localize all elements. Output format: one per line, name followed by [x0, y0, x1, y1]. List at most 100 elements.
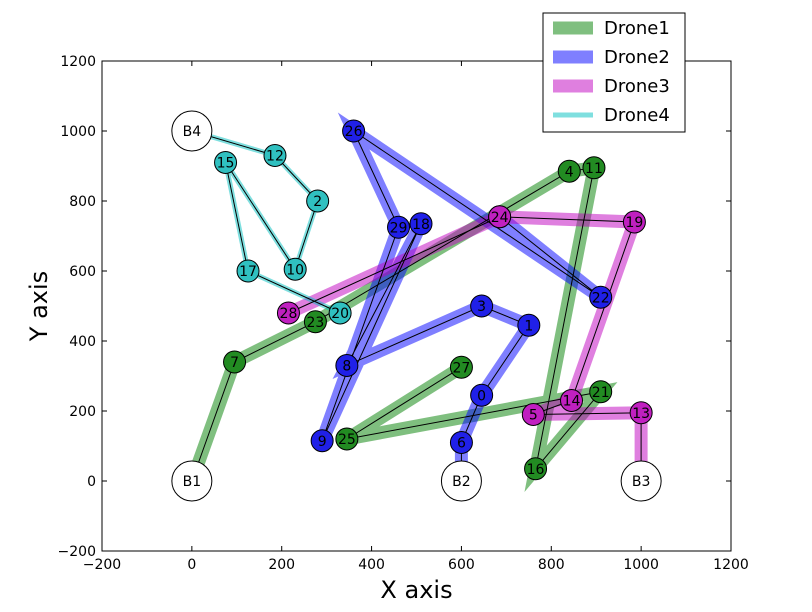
legend-entry-drone1: Drone1 — [553, 18, 670, 39]
waypoint-label: 11 — [585, 161, 603, 177]
legend-entry-drone4: Drone4 — [553, 105, 670, 126]
waypoint-26: 26 — [342, 119, 366, 143]
base-label: B3 — [632, 474, 651, 490]
waypoint-marker — [521, 403, 545, 426]
y-tick-label: 200 — [69, 404, 96, 420]
waypoint-marker — [629, 401, 653, 425]
y-tick-label: 1200 — [60, 54, 96, 70]
waypoint-marker — [589, 380, 613, 404]
waypoint-marker — [582, 156, 606, 180]
waypoint-7: 7 — [223, 350, 247, 374]
waypoint-label: 16 — [527, 462, 545, 478]
waypoint-label: 25 — [338, 432, 356, 448]
waypoint-marker — [335, 427, 359, 451]
waypoint-marker — [276, 301, 300, 325]
y-tick-label: 600 — [69, 264, 96, 280]
x-tick-label: 400 — [358, 557, 385, 573]
waypoint-marker — [223, 350, 247, 374]
legend-entry-drone3: Drone3 — [553, 76, 670, 97]
waypoint-marker — [488, 205, 512, 229]
bases: B1 B2 B3 B4 — [171, 110, 662, 502]
waypoint-label: 22 — [592, 290, 610, 306]
base-b2: B2 — [440, 460, 482, 502]
waypoint-label: 6 — [457, 436, 466, 452]
waypoint-marker — [306, 189, 330, 213]
x-tick-label: 1000 — [623, 557, 659, 573]
waypoint-22: 22 — [589, 285, 613, 309]
y-tick-label: 800 — [69, 194, 96, 210]
y-tick-label: 0 — [87, 474, 96, 490]
waypoint-3: 3 — [470, 294, 494, 318]
waypoint-marker — [470, 294, 494, 318]
base-b1: B1 — [171, 460, 213, 502]
waypoint-marker — [335, 354, 359, 377]
waypoint-label: 27 — [453, 360, 471, 376]
waypoint-label: 5 — [529, 408, 538, 424]
base-label: B4 — [183, 124, 202, 140]
legend-label: Drone1 — [604, 18, 670, 39]
waypoint-marker — [589, 285, 613, 309]
waypoint-marker — [517, 313, 541, 337]
waypoint-marker — [449, 431, 473, 454]
waypoint-label: 3 — [477, 299, 486, 315]
legend-label: Drone4 — [604, 105, 670, 126]
plot-frame — [101, 60, 732, 552]
waypoint-1: 1 — [517, 313, 541, 337]
base-b3: B3 — [620, 460, 662, 502]
waypoint-marker — [622, 210, 646, 234]
waypoint-29: 29 — [387, 215, 411, 239]
waypoint-label: 18 — [412, 217, 430, 233]
waypoint-10: 10 — [283, 257, 307, 281]
waypoint-27: 27 — [449, 355, 473, 379]
waypoint-marker — [409, 212, 433, 236]
waypoint-marker — [470, 383, 494, 407]
waypoint-13: 13 — [629, 401, 653, 425]
waypoint-25: 25 — [335, 427, 359, 451]
waypoints: 7234111621252760138189292622241351419242… — [214, 119, 653, 481]
waypoint-marker — [342, 119, 366, 143]
waypoint-15: 15 — [214, 151, 238, 174]
x-axis-title: X axis — [380, 576, 452, 604]
waypoint-17: 17 — [236, 259, 260, 283]
waypoint-marker — [214, 151, 238, 174]
waypoint-label: 28 — [280, 306, 298, 322]
waypoint-label: 1 — [524, 318, 533, 334]
waypoint-marker — [328, 301, 352, 325]
legend-label: Drone2 — [604, 47, 670, 68]
waypoint-19: 19 — [622, 210, 646, 234]
waypoint-label: 26 — [345, 124, 363, 140]
waypoint-marker — [303, 310, 327, 334]
base-b4: B4 — [171, 110, 213, 152]
waypoint-label: 21 — [592, 385, 610, 401]
legend-entry-drone2: Drone2 — [553, 47, 670, 68]
waypoint-label: 24 — [491, 210, 509, 226]
waypoint-16: 16 — [524, 457, 548, 481]
base-marker — [171, 110, 213, 152]
y-tick-label: −200 — [58, 544, 96, 560]
waypoint-label: 12 — [266, 149, 284, 165]
base-label: B1 — [183, 474, 202, 490]
base-marker — [620, 460, 662, 502]
waypoint-label: 29 — [390, 220, 408, 236]
waypoint-label: 7 — [230, 355, 239, 371]
waypoint-marker — [263, 144, 287, 167]
base-label: B2 — [452, 474, 471, 490]
waypoint-6: 6 — [449, 431, 473, 454]
waypoint-label: 20 — [331, 306, 349, 322]
waypoint-marker — [236, 259, 260, 283]
waypoint-marker — [387, 215, 411, 239]
waypoint-8: 8 — [335, 354, 359, 377]
x-tick-label: 600 — [448, 557, 475, 573]
waypoint-label: 15 — [217, 156, 235, 172]
waypoint-marker — [283, 257, 307, 281]
x-tick-label: 1200 — [713, 557, 749, 573]
waypoint-label: 10 — [286, 262, 304, 278]
waypoint-label: 8 — [342, 359, 351, 375]
waypoint-21: 21 — [589, 380, 613, 404]
waypoint-12: 12 — [263, 144, 287, 167]
waypoint-24: 24 — [488, 205, 512, 229]
y-tick-label: 400 — [69, 334, 96, 350]
waypoint-23: 23 — [303, 310, 327, 334]
waypoint-4: 4 — [557, 159, 581, 183]
waypoint-label: 23 — [306, 315, 324, 331]
